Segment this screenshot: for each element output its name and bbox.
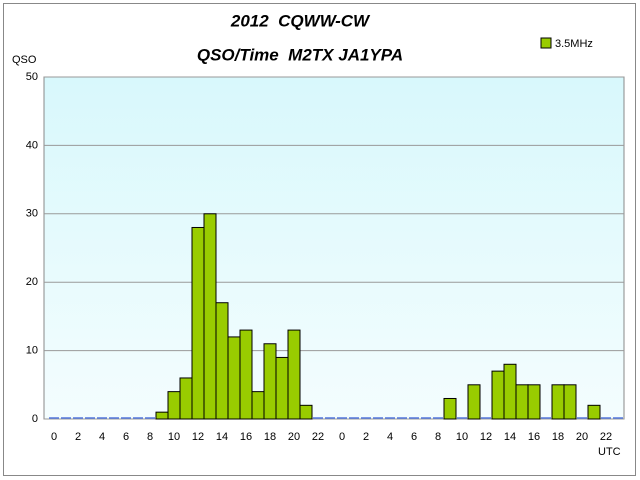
x-tick-label: 16 <box>240 431 252 443</box>
y-tick-label: 20 <box>26 276 38 288</box>
bar <box>215 302 229 420</box>
bar <box>527 384 541 420</box>
x-tick-label: 20 <box>288 431 300 443</box>
x-tick-label: 14 <box>216 431 228 443</box>
bar <box>491 370 505 420</box>
x-tick-label: 8 <box>147 431 153 443</box>
x-tick-label: 6 <box>123 431 129 443</box>
x-tick-label: 22 <box>600 431 612 443</box>
x-tick-label: 0 <box>51 431 57 443</box>
bar <box>275 356 289 420</box>
x-tick-label: 22 <box>312 431 324 443</box>
x-tick-label: 10 <box>456 431 468 443</box>
x-tick-label: 12 <box>480 431 492 443</box>
chart-title: 2012 CQWW-CW <box>230 11 371 30</box>
bar <box>263 343 277 420</box>
bar <box>239 329 253 420</box>
x-tick-label: 16 <box>528 431 540 443</box>
x-tick-label: 4 <box>387 431 393 443</box>
x-tick-label: 18 <box>552 431 564 443</box>
x-tick-label: 2 <box>363 431 369 443</box>
x-tick-label: 8 <box>435 431 441 443</box>
y-tick-label: 0 <box>32 413 38 425</box>
x-tick-label: 10 <box>168 431 180 443</box>
x-tick-label: 2 <box>75 431 81 443</box>
bar <box>443 397 457 420</box>
chart-subtitle: QSO/Time M2TX JA1YPA <box>197 45 403 64</box>
x-tick-label: 4 <box>99 431 105 443</box>
x-tick-label: 12 <box>192 431 204 443</box>
bar <box>551 384 565 420</box>
bar <box>287 329 301 420</box>
y-tick-label: 50 <box>26 71 38 83</box>
bar <box>227 336 241 420</box>
bar <box>155 411 169 420</box>
plot-area <box>43 76 625 420</box>
legend-swatch <box>540 37 552 49</box>
y-axis-label: QSO <box>12 54 37 66</box>
y-tick-label: 10 <box>26 345 38 357</box>
bar <box>179 377 193 420</box>
y-tick-label: 30 <box>26 208 38 220</box>
bar <box>167 391 181 420</box>
x-tick-label: 14 <box>504 431 516 443</box>
x-axis-label: UTC <box>598 446 621 458</box>
bar <box>251 391 265 420</box>
legend-label: 3.5MHz <box>555 38 593 50</box>
bar <box>503 363 517 420</box>
y-tick-label: 40 <box>26 139 38 151</box>
bar <box>467 384 481 420</box>
bar <box>191 226 205 420</box>
bar <box>515 384 529 420</box>
bar <box>203 213 217 420</box>
bar <box>587 404 601 420</box>
bar <box>299 404 313 420</box>
x-tick-label: 6 <box>411 431 417 443</box>
x-tick-label: 20 <box>576 431 588 443</box>
x-tick-label: 18 <box>264 431 276 443</box>
x-tick-label: 0 <box>339 431 345 443</box>
bar <box>563 384 577 420</box>
